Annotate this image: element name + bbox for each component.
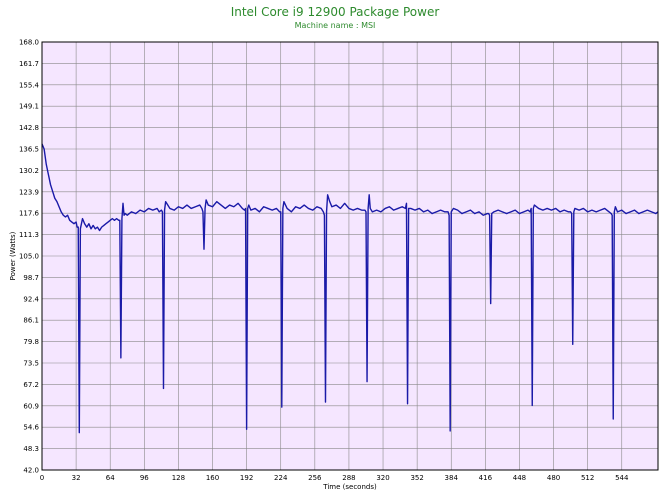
x-tick-label: 544 [615,474,629,482]
x-tick-label: 224 [274,474,288,482]
x-tick-label: 384 [445,474,459,482]
x-tick-label: 416 [479,474,493,482]
grid-lines [41,41,658,471]
y-tick-label: 123.9 [19,188,39,196]
x-tick-label: 32 [72,474,81,482]
x-tick-label: 448 [513,474,526,482]
x-tick-label: 192 [240,474,253,482]
y-tick-label: 130.2 [19,167,39,175]
y-tick-label: 48.3 [23,445,39,453]
y-tick-label: 67.2 [23,381,39,389]
y-tick-label: 136.5 [19,146,39,154]
x-tick-label: 0 [40,474,44,482]
x-axis-label: Time (seconds) [322,483,377,491]
x-tick-label: 512 [581,474,594,482]
y-tick-label: 73.5 [23,360,39,368]
x-tick-label: 128 [172,474,185,482]
y-tick-label: 117.6 [19,210,40,218]
y-axis-label: Power (Watts) [9,231,17,280]
x-tick-label: 320 [376,474,389,482]
y-tick-label: 54.6 [23,424,39,432]
y-tick-label: 92.4 [23,295,39,303]
x-tick-label: 480 [547,474,560,482]
y-tick-label: 155.4 [19,81,40,89]
chart-title: Intel Core i9 12900 Package Power [231,5,440,19]
package-power-line [41,143,659,434]
x-tick-label: 288 [342,474,355,482]
x-axis-ticks: 0 32 64 96 128 160 192 224 256 288 320 352 384 416 448… [40,474,629,482]
x-tick-label: 160 [206,474,219,482]
x-tick-label: 64 [106,474,115,482]
plot-border [41,41,659,471]
y-tick-label: 105.0 [19,253,39,261]
y-axis-ticks: 42.0 48.3 54.6 60.9 67.2 73.5 79.8 86.1 92.4 98.7… [19,39,40,475]
y-tick-label: 161.7 [19,60,39,68]
chart-subtitle: Machine name : MSI [295,21,376,30]
y-tick-label: 98.7 [23,274,39,282]
x-tick-label: 352 [410,474,423,482]
y-tick-label: 142.8 [19,124,39,132]
y-tick-label: 111.3 [19,231,39,239]
x-tick-label: 256 [308,474,322,482]
y-tick-label: 168.0 [19,39,39,47]
y-tick-label: 60.9 [23,402,39,410]
y-tick-label: 42.0 [23,467,39,475]
y-tick-label: 79.8 [23,338,39,346]
x-tick-label: 96 [140,474,149,482]
y-tick-label: 149.1 [19,103,39,111]
y-tick-label: 86.1 [23,317,39,325]
